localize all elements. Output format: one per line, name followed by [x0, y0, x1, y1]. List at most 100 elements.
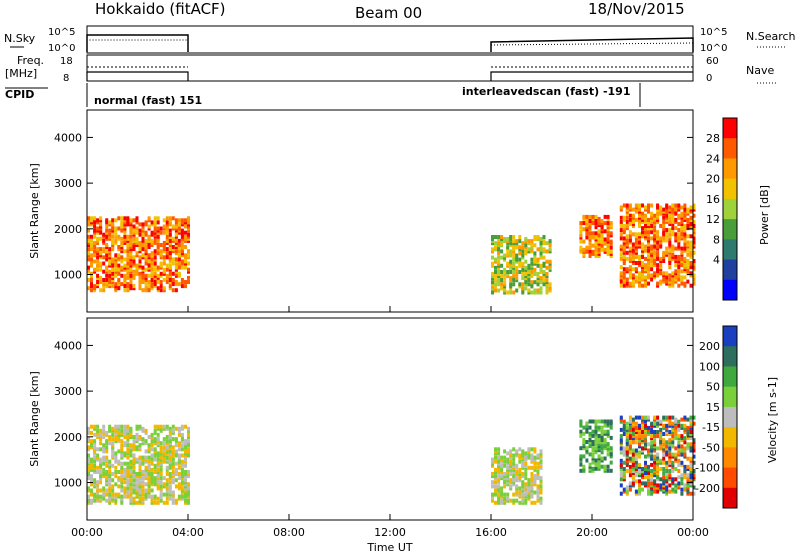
heatmap-cell [683, 415, 687, 420]
heatmap-cell [600, 233, 604, 238]
heatmap-cell [625, 448, 629, 453]
heatmap-cell [138, 455, 142, 460]
heatmap-cell [503, 280, 507, 285]
heatmap-cell [619, 207, 623, 212]
heatmap-cell [680, 444, 684, 449]
heatmap-cell [585, 440, 589, 444]
colorbar-swatch [723, 406, 737, 428]
heatmap-cell [622, 487, 626, 492]
heatmap-cell [153, 226, 157, 231]
heatmap-cell [680, 477, 684, 482]
heatmap-cell [494, 235, 497, 239]
heatmap-cell [114, 453, 118, 458]
heatmap-cell [187, 228, 190, 233]
heatmap-cell [653, 213, 657, 218]
heatmap-cell [135, 445, 139, 450]
heatmap-cell [631, 448, 635, 453]
heatmap-cell [671, 462, 675, 467]
heatmap-cell [120, 216, 124, 221]
heatmap-cell [503, 239, 507, 244]
heatmap-cell [644, 244, 647, 249]
heatmap-cell [117, 234, 121, 239]
heatmap-cell [530, 478, 534, 483]
heatmap-cell [159, 463, 163, 468]
heatmap-cell [114, 435, 118, 439]
heatmap-cell [129, 463, 133, 468]
heatmap-cell [631, 417, 635, 422]
heatmap-cell [129, 488, 133, 493]
heatmap-cell [187, 474, 190, 479]
heatmap-cell [692, 240, 696, 245]
heatmap-cell [518, 492, 522, 497]
heatmap-cell [126, 482, 130, 487]
heatmap-cell [619, 427, 623, 432]
heatmap-cell [87, 243, 90, 247]
heatmap-cell [692, 232, 696, 237]
heatmap-cell [597, 221, 601, 226]
heatmap-cell [650, 263, 654, 268]
heatmap-cell [515, 245, 519, 250]
heatmap-cell [653, 423, 657, 428]
heatmap-cell [99, 251, 103, 256]
heatmap-cell [668, 415, 672, 420]
heatmap-cell [515, 492, 519, 497]
heatmap-cell [126, 430, 130, 435]
heatmap-cell [579, 446, 583, 451]
heatmap-cell [656, 211, 660, 216]
heatmap-cell [683, 475, 687, 480]
heatmap-cell [689, 217, 693, 222]
heatmap-cell [689, 462, 693, 467]
heatmap-cell [677, 232, 681, 237]
heatmap-cell [668, 273, 672, 278]
heatmap-cell [99, 224, 103, 229]
heatmap-cell [671, 230, 675, 235]
heatmap-cell [603, 247, 607, 252]
heatmap-cell [96, 238, 100, 243]
heatmap-cell [628, 444, 632, 449]
heatmap-cell [90, 263, 93, 268]
heatmap-cell [536, 288, 540, 293]
heatmap-cell [126, 486, 130, 491]
heatmap-cell [114, 263, 118, 268]
heatmap-cell [87, 257, 90, 262]
heatmap-cell [653, 464, 657, 469]
heatmap-cell [650, 469, 654, 473]
heatmap-cell [111, 230, 115, 235]
heatmap-cell [187, 275, 190, 280]
heatmap-cell [644, 467, 647, 471]
heatmap-cell [542, 261, 546, 266]
heatmap-cell [588, 254, 592, 258]
heatmap-cell [638, 434, 641, 439]
heatmap-cell [87, 437, 90, 442]
heatmap-cell [625, 469, 629, 473]
heatmap-cell [650, 456, 654, 461]
heatmap-cell [677, 452, 681, 457]
heatmap-cell [144, 278, 148, 282]
heatmap-cell [156, 467, 160, 472]
heatmap-cell [647, 230, 650, 235]
heatmap-cell [647, 487, 650, 492]
heatmap-cell [674, 226, 678, 231]
heatmap-cell [683, 232, 687, 237]
heatmap-cell [165, 234, 169, 239]
colorbar-swatch [723, 386, 737, 408]
heatmap-cell [117, 278, 121, 282]
heatmap-cell [108, 257, 112, 262]
heatmap-cell [108, 470, 112, 474]
heatmap-cell [609, 221, 613, 226]
heatmap-cell [665, 217, 669, 222]
heatmap-cell [680, 277, 684, 282]
heatmap-cell [126, 424, 130, 429]
heatmap-cell [129, 445, 133, 450]
heatmap-cell [96, 280, 100, 284]
heatmap-cell [656, 471, 660, 476]
heatmap-cell [99, 480, 103, 485]
heatmap-cell [105, 463, 109, 468]
heatmap-cell [668, 250, 672, 255]
heatmap-cell [102, 472, 106, 476]
heatmap-cell [509, 253, 513, 258]
heatmap-cell [527, 484, 531, 489]
heatmap-cell [117, 253, 121, 258]
heatmap-cell [689, 250, 693, 255]
